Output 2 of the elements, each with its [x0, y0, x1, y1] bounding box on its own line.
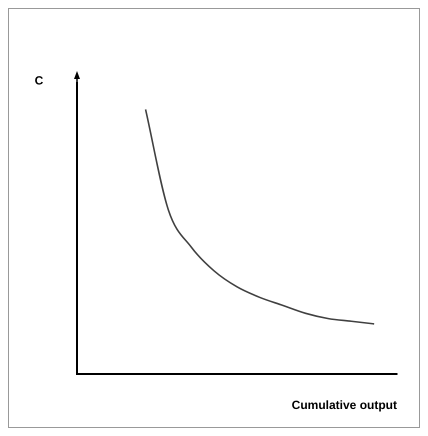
x-axis-title: Cumulative output: [292, 398, 398, 412]
y-axis-title: C: [34, 73, 44, 88]
